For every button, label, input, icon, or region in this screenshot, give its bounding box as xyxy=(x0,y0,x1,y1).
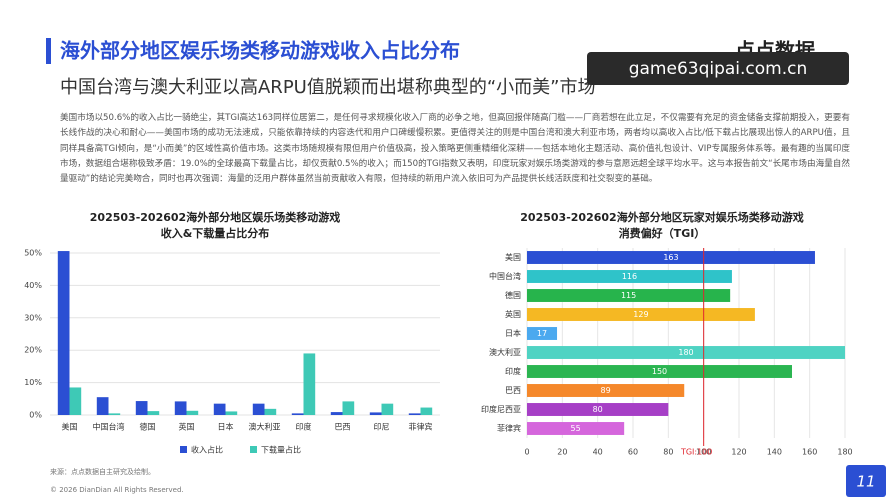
x-tick-label: 印尼 xyxy=(374,423,390,432)
x-tick-label: 巴西 xyxy=(335,423,351,432)
value-label: 89 xyxy=(601,386,611,395)
y-tick-label: 美国 xyxy=(505,252,521,262)
y-tick-label: 巴西 xyxy=(505,386,521,395)
value-label: 180 xyxy=(678,348,693,357)
y-tick-label: 德国 xyxy=(505,290,521,300)
source: 来源：点点数据自主研究及绘制。 xyxy=(50,467,155,476)
value-label: 17 xyxy=(537,329,547,338)
bar xyxy=(303,353,316,415)
bar xyxy=(420,407,433,415)
x-tick-label: 德国 xyxy=(140,422,156,432)
legend-swatch xyxy=(180,446,187,453)
x-tick-label: 0 xyxy=(524,448,529,457)
bar xyxy=(174,401,187,415)
x-tick-label: 英国 xyxy=(179,422,195,432)
subtitle: 中国台湾与澳大利亚以高ARPU值脱颖而出堪称典型的“小而美”市场 xyxy=(60,77,596,98)
bar xyxy=(527,308,755,321)
value-label: 129 xyxy=(633,310,648,319)
legend-swatch xyxy=(250,446,257,453)
y-tick-label: 10% xyxy=(24,378,42,387)
bar xyxy=(264,408,277,415)
x-tick-label: 日本 xyxy=(218,422,234,432)
reference-label: TGI:100 xyxy=(680,448,712,457)
y-tick-label: 20% xyxy=(24,346,42,355)
x-tick-label: 140 xyxy=(767,448,782,457)
bar xyxy=(213,403,226,415)
footer: © 2026 DianDian All Rights Reserved. xyxy=(50,486,184,494)
x-tick-label: 澳大利亚 xyxy=(249,422,281,432)
value-label: 116 xyxy=(622,272,637,281)
y-tick-label: 中国台湾 xyxy=(489,271,521,281)
bar xyxy=(186,410,199,415)
x-tick-label: 中国台湾 xyxy=(93,422,125,432)
bar xyxy=(408,413,421,415)
x-tick-label: 80 xyxy=(663,448,673,457)
value-label: 80 xyxy=(593,405,603,414)
bar xyxy=(108,413,121,415)
watermark-badge xyxy=(587,52,849,85)
bar xyxy=(96,397,109,415)
bar xyxy=(135,401,148,415)
bar xyxy=(527,289,731,302)
bar xyxy=(57,251,70,415)
paragraph: 美国市场以50.6%的收入占比一骑绝尘，其TGI高达163同样位居第二，是任何寻… xyxy=(60,113,850,185)
x-tick-label: 120 xyxy=(731,448,746,457)
x-tick-label: 60 xyxy=(628,448,638,457)
watermark: game63qipai.com.cn xyxy=(629,59,808,79)
x-tick-label: 100 xyxy=(696,448,711,457)
chart-title: 202503-202602海外部分地区玩家对娱乐场类移动游戏 xyxy=(520,210,803,224)
page-number: 11 xyxy=(856,473,875,491)
y-tick-label: 日本 xyxy=(505,328,521,338)
bar xyxy=(527,346,845,359)
x-tick-label: 美国 xyxy=(62,422,78,432)
x-tick-label: 40 xyxy=(593,448,603,457)
bar xyxy=(330,412,343,415)
y-tick-label: 英国 xyxy=(505,309,521,319)
bar xyxy=(527,270,732,283)
x-tick-label: 180 xyxy=(837,448,852,457)
bar xyxy=(252,403,265,415)
x-tick-label: 160 xyxy=(802,448,817,457)
y-tick-label: 菲律宾 xyxy=(497,423,521,433)
y-tick-label: 50% xyxy=(24,249,42,258)
y-tick-label: 30% xyxy=(24,313,42,322)
chart-title: 消费偏好（TGI） xyxy=(619,226,706,240)
y-tick-label: 印度 xyxy=(505,366,521,376)
y-tick-label: 0% xyxy=(29,411,42,420)
x-tick-label: 菲律宾 xyxy=(409,422,433,432)
bar xyxy=(527,384,685,397)
page-badge xyxy=(846,465,886,497)
bar xyxy=(69,387,82,415)
bar xyxy=(527,403,669,416)
title-accent xyxy=(46,38,51,64)
value-label: 150 xyxy=(652,367,667,376)
y-tick-label: 印度尼西亚 xyxy=(481,404,521,414)
bar xyxy=(369,412,382,415)
legend-label: 下载量占比 xyxy=(261,445,301,455)
bar xyxy=(527,327,558,340)
bar xyxy=(381,403,394,415)
title: 海外部分地区娱乐场类移动游戏收入占比分布 xyxy=(60,39,460,63)
bar xyxy=(527,422,625,435)
bar xyxy=(527,251,815,264)
value-label: 163 xyxy=(663,253,678,262)
value-label: 55 xyxy=(570,424,580,433)
bar xyxy=(342,401,355,415)
chart-title: 收入&下载量占比分布 xyxy=(161,226,270,240)
bar xyxy=(147,411,160,415)
y-tick-label: 40% xyxy=(24,281,42,290)
bar xyxy=(527,365,792,378)
value-label: 115 xyxy=(621,291,636,300)
x-tick-label: 印度 xyxy=(296,422,312,432)
chart-title: 202503-202602海外部分地区娱乐场类移动游戏 xyxy=(90,210,340,224)
legend-label: 收入占比 xyxy=(191,445,223,455)
y-tick-label: 澳大利亚 xyxy=(489,347,521,357)
x-tick-label: 20 xyxy=(557,448,567,457)
bar xyxy=(225,411,238,415)
bar xyxy=(291,413,304,415)
